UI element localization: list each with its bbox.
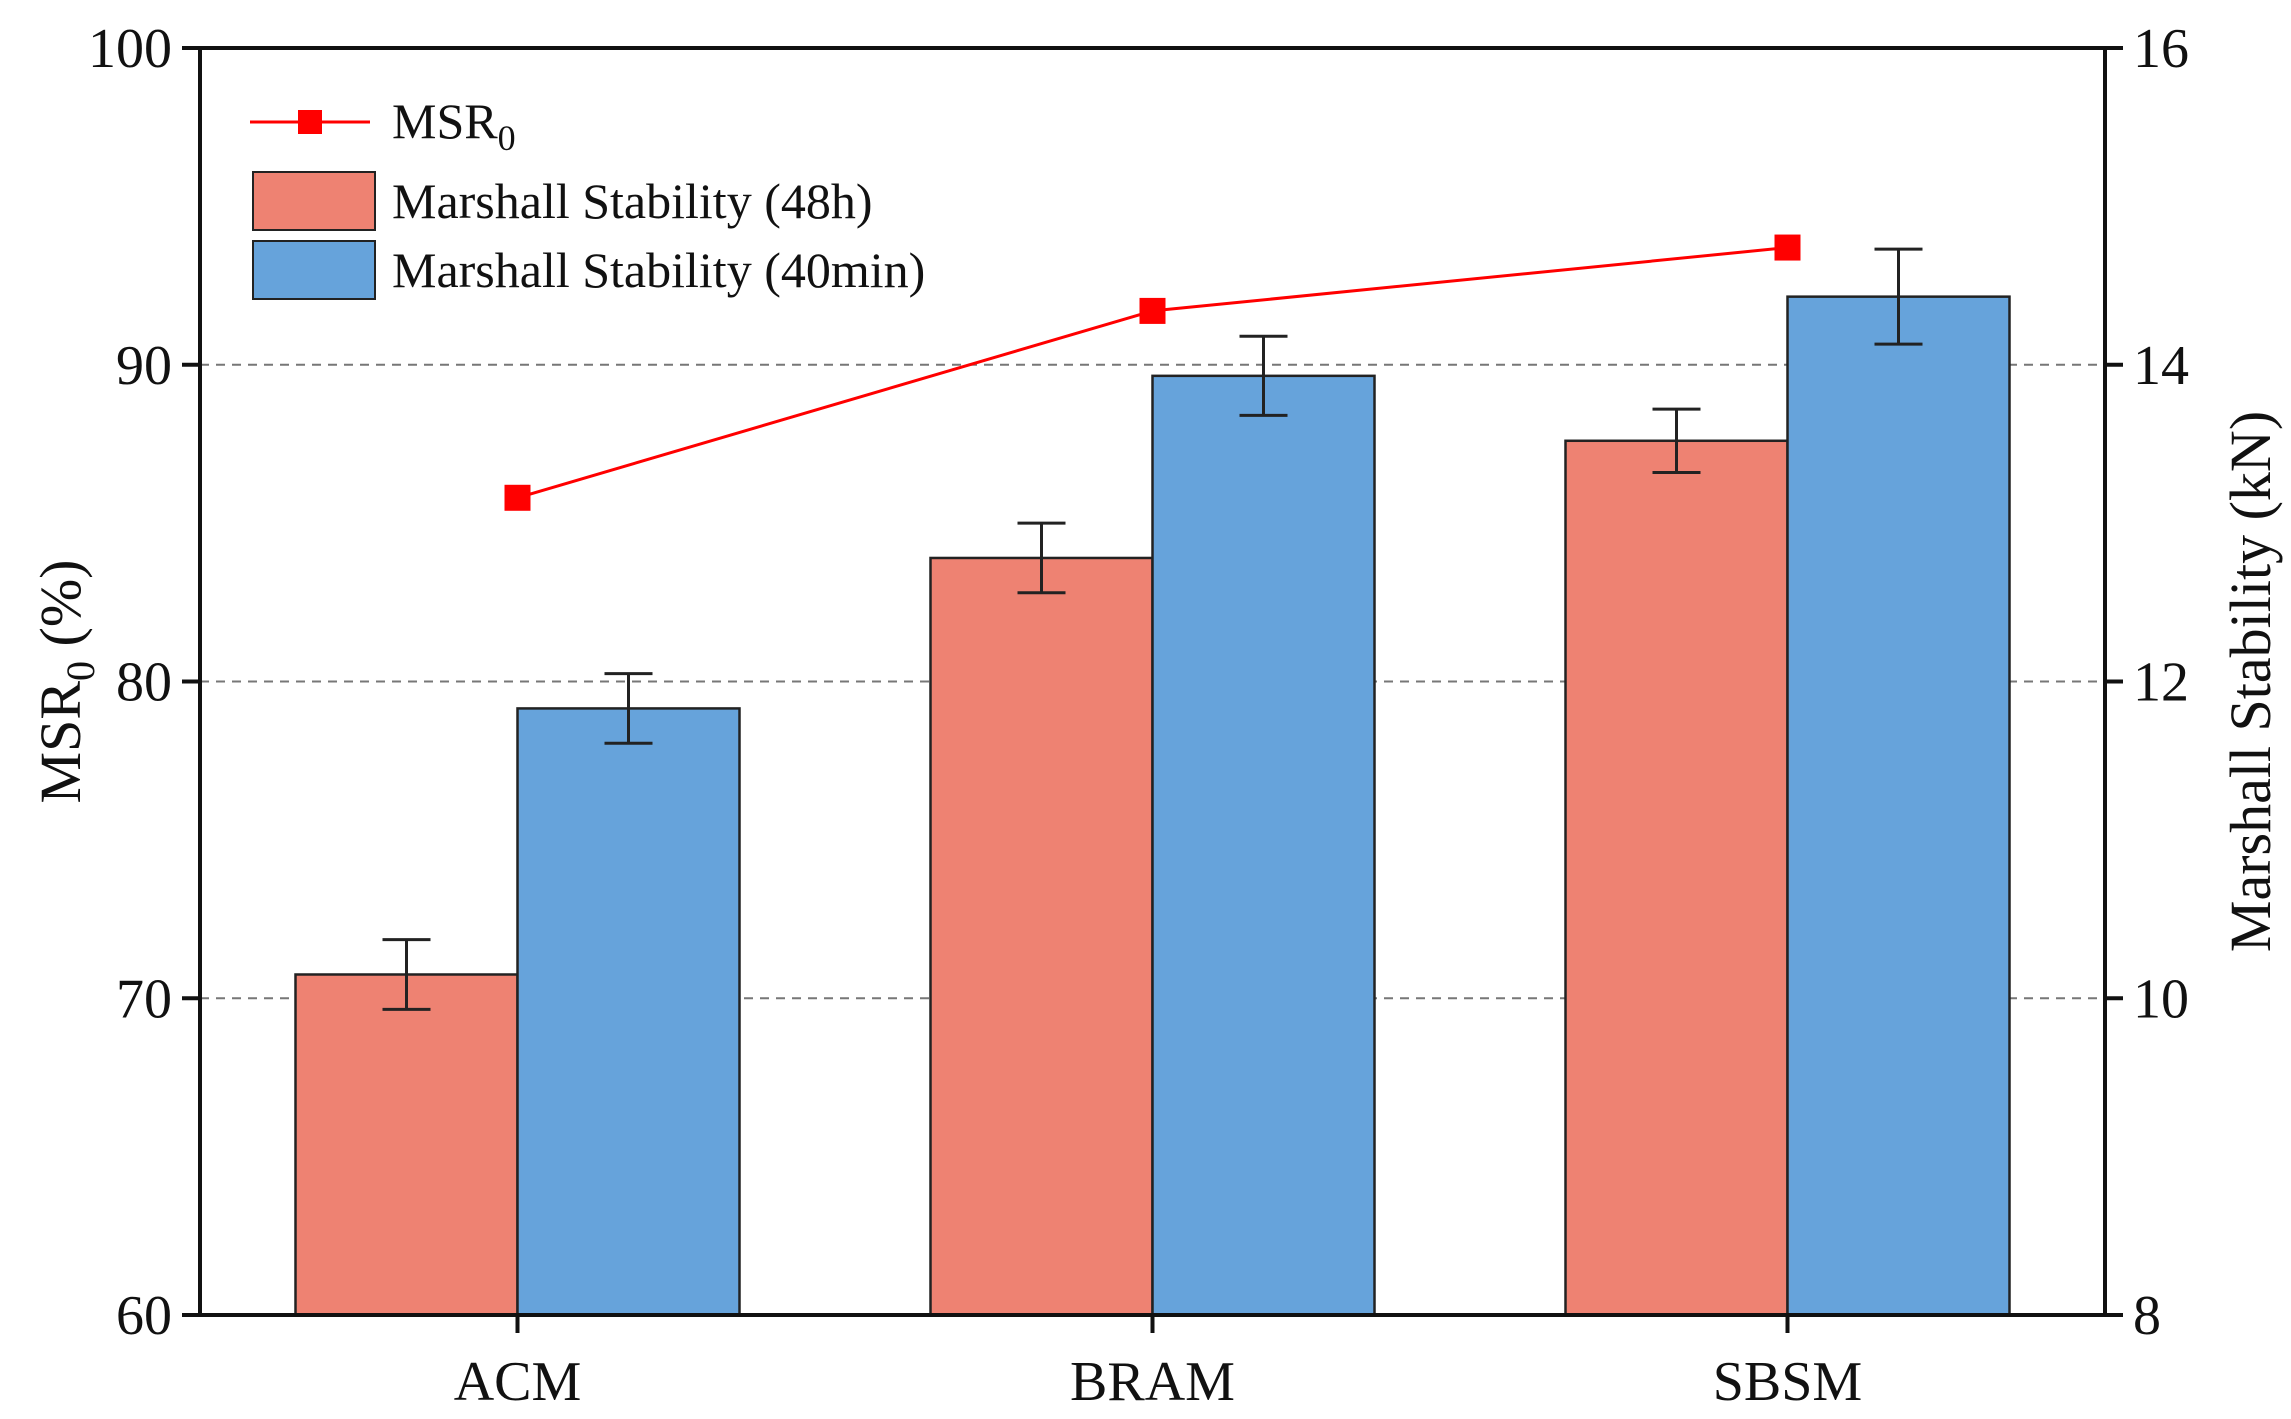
x-tick-label: SBSM xyxy=(1713,1351,1862,1413)
plot-frame xyxy=(198,46,2107,1317)
legend-label-48h: Marshall Stability (48h) xyxy=(392,173,873,229)
ticks xyxy=(182,46,2123,1333)
x-tick-label: BRAM xyxy=(1070,1351,1235,1413)
bar xyxy=(929,556,1154,1317)
bar xyxy=(1786,295,2011,1317)
y-right-tick-label: 8 xyxy=(2133,1285,2161,1347)
bar xyxy=(294,973,519,1317)
y-axis-left-title: MSR0 (%) xyxy=(28,560,103,804)
y-left-tick-label: 60 xyxy=(116,1285,172,1347)
legend-label-msr: MSR0 xyxy=(392,93,516,158)
y-right-tick-label: 16 xyxy=(2133,18,2189,80)
legend-swatch-40min xyxy=(252,240,376,300)
tick-labels: 60 70 80 90 100 8 10 12 14 16 ACM BRAM SBSM xyxy=(88,18,2189,1413)
msr-marker xyxy=(504,484,531,511)
y-left-tick-label: 90 xyxy=(116,335,172,397)
y-left-tick-label: 70 xyxy=(116,968,172,1030)
legend-label-40min: Marshall Stability (40min) xyxy=(392,242,925,298)
msr-marker xyxy=(1139,297,1166,324)
y-right-tick-label: 14 xyxy=(2133,335,2189,397)
legend: MSR0 Marshall Stability (48h) Marshall S… xyxy=(250,93,925,300)
x-tick-label: ACM xyxy=(454,1351,582,1413)
legend-swatch-48h xyxy=(252,171,376,231)
y-right-tick-label: 12 xyxy=(2133,652,2189,714)
legend-msr-marker xyxy=(298,110,322,134)
msr-line xyxy=(504,234,1801,511)
msr-marker xyxy=(1774,234,1801,261)
y-right-tick-label: 10 xyxy=(2133,968,2189,1030)
y-axis-right-title: Marshall Stability (kN) xyxy=(2218,411,2283,952)
bars xyxy=(294,247,2011,1317)
bar xyxy=(1151,374,1376,1317)
y-left-tick-label: 80 xyxy=(116,652,172,714)
bar xyxy=(1564,439,1789,1317)
bar xyxy=(516,707,741,1317)
y-left-tick-label: 100 xyxy=(88,18,172,80)
